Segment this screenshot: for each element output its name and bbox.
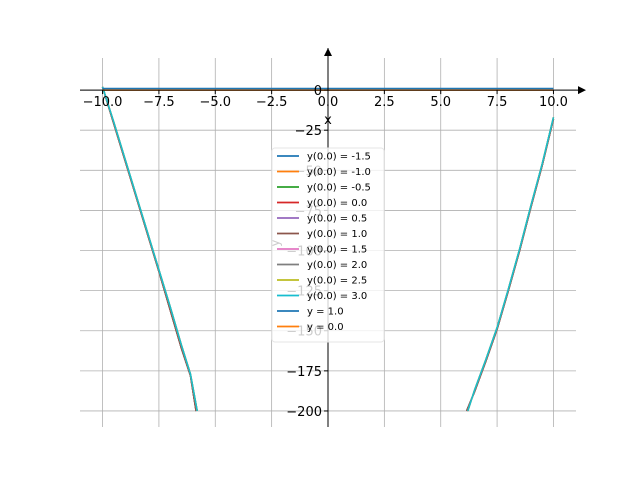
y-tick-label: −25: [295, 124, 322, 139]
legend-entry-label: y = 1.0: [307, 307, 344, 318]
series-line-0-left: [101, 86, 197, 412]
series-line-2-left: [101, 86, 197, 412]
x-tick-label: 2.5: [374, 95, 395, 110]
series-line-6-right: [467, 117, 555, 412]
legend-entry-label: y(0.0) = 1.0: [307, 229, 367, 240]
x-tick-label: 0.0: [318, 95, 339, 110]
legend-entry-label: y(0.0) = 2.0: [307, 260, 367, 271]
series-line-0-right: [465, 118, 555, 412]
y-tick-label: 0: [314, 84, 322, 99]
series-line-5-right: [465, 118, 555, 412]
legend-entry-label: y(0.0) = 2.5: [307, 276, 367, 287]
series-line-7-right: [467, 117, 555, 412]
legend-entry-label: y = 0.0: [307, 322, 344, 333]
x-tick-label: −7.5: [143, 95, 175, 110]
series-line-2-right: [465, 118, 555, 412]
x-tick-label: −5.0: [199, 95, 231, 110]
series-line-5-left: [101, 86, 197, 412]
legend-entry-label: y(0.0) = -1.5: [307, 152, 371, 163]
legend-entry-label: y(0.0) = 0.5: [307, 214, 367, 225]
x-axis-arrow-icon: [578, 86, 586, 95]
legend-box: [271, 147, 385, 343]
x-tick-label: 10.0: [539, 95, 568, 110]
series-line-9-left: [101, 86, 198, 412]
series-line-4-left: [101, 86, 197, 412]
x-tick-label: 5.0: [430, 95, 451, 110]
series-line-8-right: [467, 117, 555, 412]
legend-entry-label: y(0.0) = 1.5: [307, 245, 367, 256]
series-line-3-left: [101, 86, 197, 412]
series-line-1-left: [101, 86, 197, 412]
series-line-4-right: [465, 118, 555, 412]
series-line-9-right: [467, 117, 555, 412]
x-axis-label: x: [324, 113, 332, 128]
x-tick-label: −2.5: [256, 95, 288, 110]
legend-entry-label: y(0.0) = 3.0: [307, 291, 367, 302]
legend-entry-label: y(0.0) = 0.0: [307, 198, 367, 209]
x-tick-label: 7.5: [487, 95, 508, 110]
x-tick-label: −10.0: [83, 95, 123, 110]
series-line-1-right: [465, 118, 555, 412]
legend-entry-label: y(0.0) = -0.5: [307, 183, 371, 194]
y-tick-label: −200: [286, 405, 322, 420]
legend-entry-label: y(0.0) = -1.0: [307, 167, 371, 178]
series-line-3-right: [465, 118, 555, 412]
y-axis-arrow-icon: [324, 48, 332, 56]
y-tick-label: −175: [286, 365, 322, 380]
